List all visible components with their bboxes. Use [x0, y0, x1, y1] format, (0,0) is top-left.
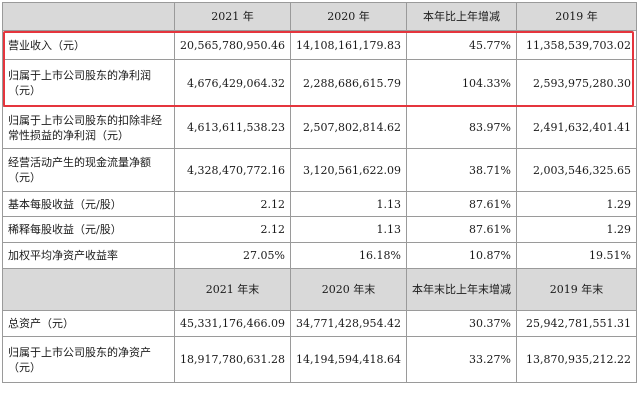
col-header-2021-end: 2021 年末	[174, 268, 291, 311]
value-2021: 27.05%	[174, 242, 291, 269]
value-2020: 3,120,561,622.09	[290, 148, 407, 192]
value-2021: 2.12	[174, 216, 291, 243]
table-row: 总资产（元） 45,331,176,466.09 34,771,428,954.…	[2, 310, 637, 337]
col-header-change-end: 本年末比上年末增减	[406, 268, 517, 311]
value-2021: 4,328,470,772.16	[174, 148, 291, 192]
value-2020: 1.13	[290, 216, 407, 243]
value-2020: 14,108,161,179.83	[290, 30, 407, 60]
value-2021: 4,613,611,538.23	[174, 106, 291, 149]
value-change: 30.37%	[406, 310, 517, 337]
col-header-2020: 2020 年	[290, 2, 407, 31]
table-header-row: 2021 年 2020 年 本年比上年增减 2019 年	[2, 2, 637, 31]
value-2019: 19.51%	[516, 242, 637, 269]
row-label: 加权平均净资产收益率	[2, 242, 175, 269]
table-row: 归属于上市公司股东的净资产（元） 18,917,780,631.28 14,19…	[2, 336, 637, 383]
value-2020: 14,194,594,418.64	[290, 336, 407, 383]
value-2020: 34,771,428,954.42	[290, 310, 407, 337]
value-2020: 16.18%	[290, 242, 407, 269]
value-change: 33.27%	[406, 336, 517, 383]
value-change: 45.77%	[406, 30, 517, 60]
value-2019: 1.29	[516, 216, 637, 243]
col-header-change: 本年比上年增减	[406, 2, 517, 31]
value-2019: 13,870,935,212.22	[516, 336, 637, 383]
row-label: 总资产（元）	[2, 310, 175, 337]
value-2021: 2.12	[174, 191, 291, 217]
value-2020: 2,288,686,615.79	[290, 59, 407, 107]
table-row: 基本每股收益（元/股） 2.12 1.13 87.61% 1.29	[2, 191, 637, 217]
header-blank-cell	[2, 2, 175, 31]
value-2019: 2,491,632,401.41	[516, 106, 637, 149]
row-label: 归属于上市公司股东的净利润（元）	[2, 59, 175, 107]
col-header-2021: 2021 年	[174, 2, 291, 31]
value-2019: 1.29	[516, 191, 637, 217]
value-2021: 45,331,176,466.09	[174, 310, 291, 337]
value-2021: 18,917,780,631.28	[174, 336, 291, 383]
value-change: 83.97%	[406, 106, 517, 149]
table-row: 加权平均净资产收益率 27.05% 16.18% 10.87% 19.51%	[2, 242, 637, 269]
value-2019: 25,942,781,551.31	[516, 310, 637, 337]
value-2020: 2,507,802,814.62	[290, 106, 407, 149]
table-row: 稀释每股收益（元/股） 2.12 1.13 87.61% 1.29	[2, 216, 637, 243]
table-row: 归属于上市公司股东的扣除非经常性损益的净利润（元） 4,613,611,538.…	[2, 106, 637, 149]
table-row: 营业收入（元） 20,565,780,950.46 14,108,161,179…	[2, 30, 637, 60]
value-2019: 2,003,546,325.65	[516, 148, 637, 192]
row-label: 归属于上市公司股东的扣除非经常性损益的净利润（元）	[2, 106, 175, 149]
value-change: 87.61%	[406, 216, 517, 243]
row-label: 营业收入（元）	[2, 30, 175, 60]
table-subheader-row: 2021 年末 2020 年末 本年末比上年末增减 2019 年末	[2, 268, 637, 311]
col-header-2019-end: 2019 年末	[516, 268, 637, 311]
subheader-blank-cell	[2, 268, 175, 311]
value-2019: 2,593,975,280.30	[516, 59, 637, 107]
value-change: 87.61%	[406, 191, 517, 217]
value-change: 104.33%	[406, 59, 517, 107]
value-change: 38.71%	[406, 148, 517, 192]
value-2020: 1.13	[290, 191, 407, 217]
value-change: 10.87%	[406, 242, 517, 269]
table-row: 归属于上市公司股东的净利润（元） 4,676,429,064.32 2,288,…	[2, 59, 637, 107]
table-row: 经营活动产生的现金流量净额（元） 4,328,470,772.16 3,120,…	[2, 148, 637, 192]
value-2021: 4,676,429,064.32	[174, 59, 291, 107]
row-label: 经营活动产生的现金流量净额（元）	[2, 148, 175, 192]
row-label: 基本每股收益（元/股）	[2, 191, 175, 217]
col-header-2019: 2019 年	[516, 2, 637, 31]
row-label: 归属于上市公司股东的净资产（元）	[2, 336, 175, 383]
financial-summary-table: 2021 年 2020 年 本年比上年增减 2019 年 营业收入（元） 20,…	[2, 2, 637, 383]
col-header-2020-end: 2020 年末	[290, 268, 407, 311]
value-2019: 11,358,539,703.02	[516, 30, 637, 60]
value-2021: 20,565,780,950.46	[174, 30, 291, 60]
row-label: 稀释每股收益（元/股）	[2, 216, 175, 243]
